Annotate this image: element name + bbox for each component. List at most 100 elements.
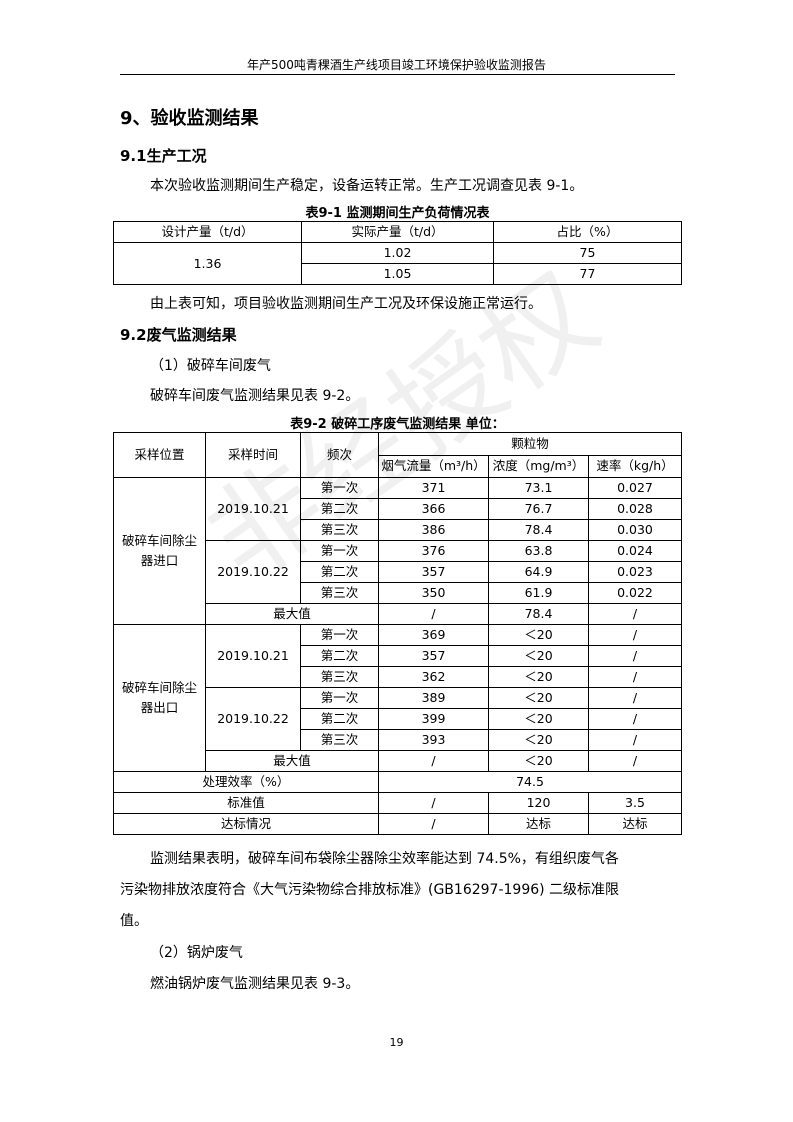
table-cell: 第三次 (300, 729, 379, 751)
table-cell: 393 (378, 729, 489, 751)
table-cell: ＜20 (488, 687, 589, 709)
paragraph: 监测结果表明，破碎车间布袋除尘器除尘效率能达到 74.5%，有组织废气各 (150, 851, 619, 867)
table-cell: 2019.10.21 (205, 624, 301, 688)
table-cell: 369 (378, 624, 489, 646)
table-cell: 第二次 (300, 561, 379, 583)
table-header: 速率（kg/h） (588, 454, 682, 478)
table-header: 实际产量（t/d） (301, 221, 494, 243)
table-header: 采样时间 (205, 432, 301, 478)
table-cell: 破碎车间除尘器出口 (113, 624, 206, 772)
table-header: 采样位置 (113, 432, 206, 478)
table-cell: 第一次 (300, 624, 379, 646)
paragraph: （2）锅炉废气 (150, 945, 243, 961)
table-cell: 第一次 (300, 477, 379, 499)
table-cell: 120 (488, 792, 589, 814)
table-cell: ＜20 (488, 624, 589, 646)
paragraph: 破碎车间废气监测结果见表 9-2。 (150, 388, 360, 404)
table-cell: 376 (378, 540, 489, 562)
table-cell: 0.024 (588, 540, 682, 562)
table-cell: 2019.10.22 (205, 540, 301, 604)
table-cell: 350 (378, 582, 489, 604)
table-cell: 357 (378, 561, 489, 583)
paragraph: 由上表可知，项目验收监测期间生产工况及环保设施正常运行。 (150, 296, 542, 312)
table-header: 占比（%） (493, 221, 682, 243)
table-caption: 表9-2 破碎工序废气监测结果 单位： (290, 417, 505, 432)
table-cell: 362 (378, 666, 489, 688)
table-cell: / (378, 792, 489, 814)
table-cell: / (378, 813, 489, 835)
table-cell: 第二次 (300, 708, 379, 730)
paragraph: 本次验收监测期间生产稳定，设备运转正常。生产工况调查见表 9-1。 (150, 178, 584, 194)
table-cell: 0.030 (588, 519, 682, 541)
table-cell: / (378, 603, 489, 625)
table-cell: 64.9 (488, 561, 589, 583)
paragraph: 值。 (120, 913, 148, 929)
table-cell: / (588, 750, 682, 772)
table-9-1: 设计产量（t/d） 实际产量（t/d） 占比（%） 1.36 1.02 75 1.05 7… (113, 221, 682, 285)
table-cell: 第三次 (300, 519, 379, 541)
table-cell: ＜20 (488, 645, 589, 667)
table-cell: 63.8 (488, 540, 589, 562)
table-cell: / (588, 624, 682, 646)
table-cell: ＜20 (488, 666, 589, 688)
table-header: 烟气流量（m³/h） (378, 454, 489, 478)
table-cell: 73.1 (488, 477, 589, 499)
table-cell: 389 (378, 687, 489, 709)
table-cell: 77 (493, 263, 682, 285)
table-cell: 第一次 (300, 687, 379, 709)
section-title: 9、验收监测结果 (120, 108, 259, 129)
table-caption: 表9-1 监测期间生产负荷情况表 (305, 206, 490, 221)
table-cell: 0.028 (588, 498, 682, 520)
table-cell: 处理效率（%） (113, 771, 379, 793)
table-cell: 1.05 (301, 263, 494, 285)
header-divider (120, 74, 675, 75)
table-cell: 破碎车间除尘器进口 (113, 477, 206, 625)
page-number: 19 (389, 1036, 404, 1049)
table-cell: / (588, 729, 682, 751)
table-9-2: 采样位置 采样时间 频次 颗粒物 烟气流量（m³/h） 浓度（mg/m³） 速率（kg/h… (113, 432, 682, 835)
table-cell: / (588, 603, 682, 625)
table-cell: 74.5 (378, 771, 682, 793)
table-cell: / (378, 750, 489, 772)
table-cell: / (588, 666, 682, 688)
table-cell: 达标情况 (113, 813, 379, 835)
table-cell: 第三次 (300, 582, 379, 604)
table-cell: 最大值 (205, 603, 379, 625)
table-header: 设计产量（t/d） (113, 221, 302, 243)
table-cell: 第一次 (300, 540, 379, 562)
table-cell: 达标 (488, 813, 589, 835)
table-cell: 76.7 (488, 498, 589, 520)
table-cell: 第二次 (300, 645, 379, 667)
paragraph: 燃油锅炉废气监测结果见表 9-3。 (150, 976, 360, 992)
table-header: 频次 (300, 432, 379, 478)
table-cell: ＜20 (488, 750, 589, 772)
table-cell: 3.5 (588, 792, 682, 814)
table-cell: 78.4 (488, 603, 589, 625)
subsection-title-9-2: 9.2废气监测结果 (120, 326, 237, 344)
table-cell: 386 (378, 519, 489, 541)
table-cell: 标准值 (113, 792, 379, 814)
table-cell: 61.9 (488, 582, 589, 604)
table-cell: / (588, 708, 682, 730)
table-cell: 357 (378, 645, 489, 667)
table-cell: 371 (378, 477, 489, 499)
table-cell: 2019.10.21 (205, 477, 301, 541)
table-cell: 1.36 (113, 242, 302, 285)
table-cell: 2019.10.22 (205, 687, 301, 751)
table-cell: / (588, 687, 682, 709)
table-header: 浓度（mg/m³） (488, 454, 589, 478)
table-cell: / (588, 645, 682, 667)
table-cell: 0.022 (588, 582, 682, 604)
subsection-title-9-1: 9.1生产工况 (120, 147, 207, 165)
table-cell: ＜20 (488, 729, 589, 751)
table-cell: 0.027 (588, 477, 682, 499)
table-cell: 366 (378, 498, 489, 520)
table-cell: 达标 (588, 813, 682, 835)
table-cell: 1.02 (301, 242, 494, 264)
table-cell: 399 (378, 708, 489, 730)
page-header: 年产500吨青稞酒生产线项目竣工环境保护验收监测报告 (247, 58, 546, 72)
table-cell: 75 (493, 242, 682, 264)
table-header: 颗粒物 (378, 432, 682, 456)
table-cell: ＜20 (488, 708, 589, 730)
